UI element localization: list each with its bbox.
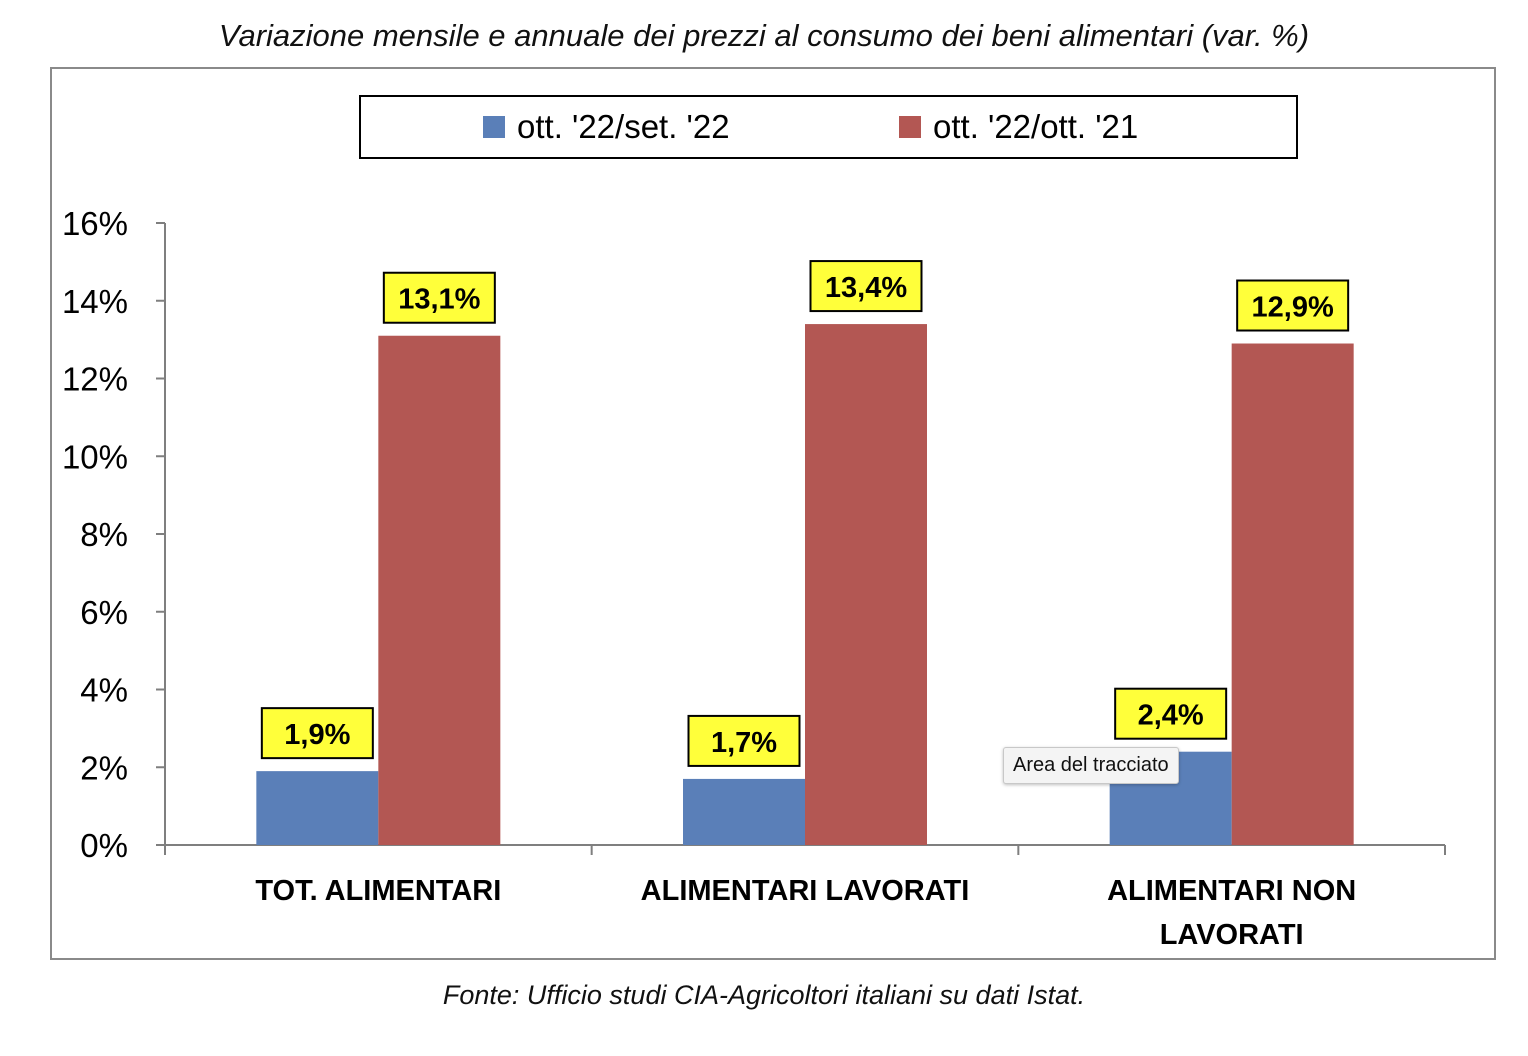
bar-annual-1[interactable]	[378, 335, 501, 845]
category-label-line: ALIMENTARI NON	[1107, 875, 1356, 907]
category-label-line: LAVORATI	[1160, 919, 1304, 951]
category-label: ALIMENTARI LAVORATI	[641, 875, 970, 907]
data-label-box	[382, 271, 496, 324]
data-label-box	[687, 714, 801, 767]
bar-annual-2[interactable]	[805, 324, 927, 845]
y-tick-label: 12%	[62, 361, 128, 398]
legend-swatch-annual	[899, 116, 921, 138]
chart-area[interactable]	[50, 67, 1496, 960]
category-label: TOT. ALIMENTARI	[255, 875, 501, 907]
category-label-line: TOT. ALIMENTARI	[255, 875, 501, 907]
tooltip: Area del tracciato	[1003, 747, 1179, 784]
y-tick-label: 16%	[62, 205, 128, 242]
source-note: Fonte: Ufficio studi CIA-Agricoltori ita…	[442, 980, 1086, 1010]
y-tick-label: 4%	[80, 672, 128, 709]
y-tick-label: 8%	[80, 516, 128, 553]
data-label-box	[260, 707, 374, 760]
legend-item-annual: ott. '22/ott. '21	[899, 108, 1139, 145]
data-label: 12,9%	[1252, 292, 1334, 324]
legend-label-annual: ott. '22/ott. '21	[933, 108, 1139, 145]
data-label: 1,9%	[284, 719, 350, 751]
y-tick-label: 10%	[62, 438, 128, 475]
bar-monthly-1[interactable]	[256, 771, 379, 845]
data-label: 1,7%	[711, 727, 777, 759]
y-tick-label: 0%	[80, 827, 128, 864]
bar-annual-3[interactable]	[1231, 343, 1354, 845]
y-tick-label: 2%	[80, 749, 128, 786]
data-label-box	[1236, 279, 1350, 332]
legend-label-monthly: ott. '22/set. '22	[517, 108, 730, 145]
category-label-line: ALIMENTARI LAVORATI	[641, 875, 970, 907]
bar-monthly-2[interactable]	[683, 778, 805, 845]
chart-title: Variazione mensile e annuale dei prezzi …	[218, 18, 1310, 53]
legend-swatch-monthly	[483, 116, 505, 138]
y-tick-label: 14%	[62, 283, 128, 320]
y-tick-label: 6%	[80, 594, 128, 631]
data-label: 2,4%	[1138, 700, 1204, 732]
data-label-box	[809, 260, 923, 313]
legend-item-monthly: ott. '22/set. '22	[483, 108, 730, 145]
data-label: 13,1%	[398, 284, 480, 316]
data-label-box	[1114, 687, 1228, 740]
legend[interactable]: ott. '22/set. '22 ott. '22/ott. '21	[359, 95, 1298, 159]
data-label: 13,4%	[825, 272, 907, 304]
category-label: ALIMENTARI NON LAVORATI	[1107, 875, 1356, 951]
